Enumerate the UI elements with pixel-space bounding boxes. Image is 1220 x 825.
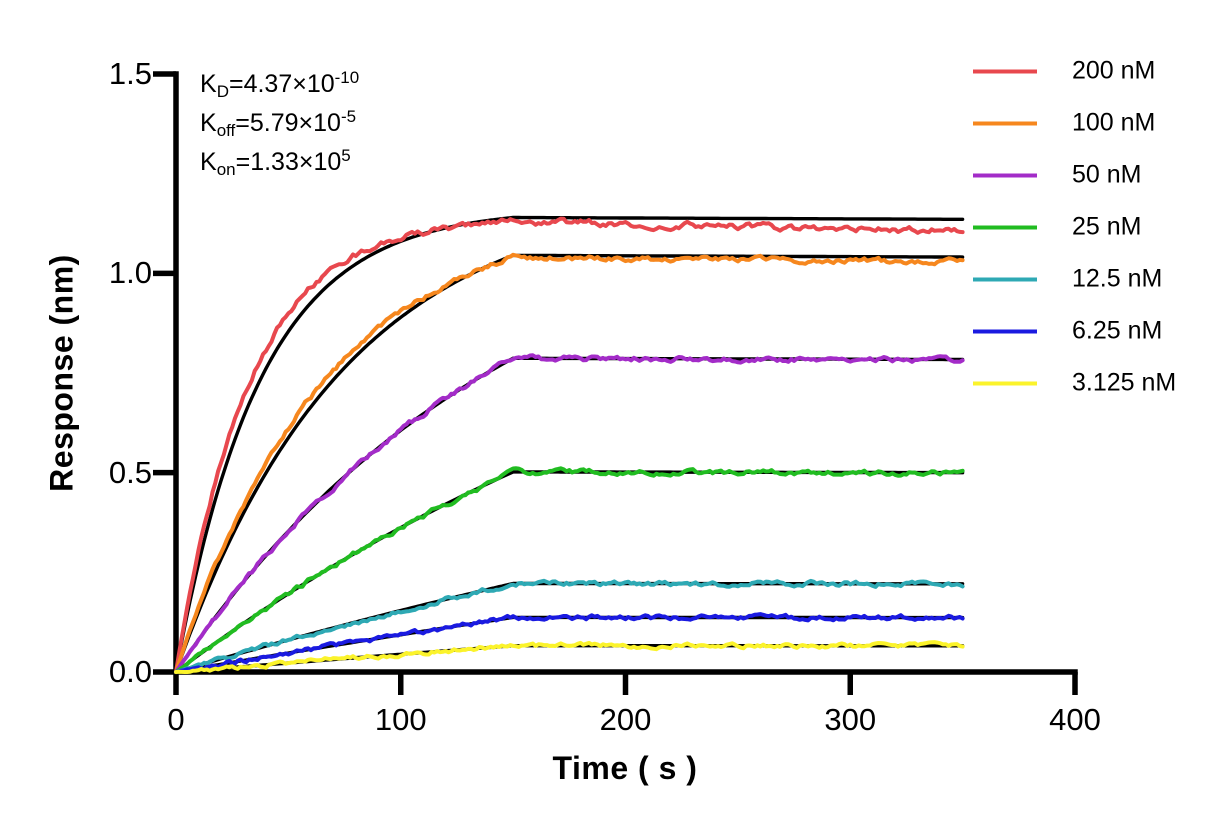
fit-line-3.125nM [174, 644, 965, 674]
x-tick-label: 400 [1049, 702, 1101, 737]
data-line-6.25nM [174, 612, 965, 674]
legend-label-100nM: 100 nM [1072, 108, 1156, 137]
x-axis-title: Time ( s ) [552, 750, 698, 786]
kinetics-text: off [216, 121, 236, 140]
x-tick-label: 0 [167, 702, 185, 737]
x-tick-label: 300 [824, 702, 877, 737]
legend-swatch-25nM [973, 225, 1037, 229]
kinetics-text: =4.37×10 [228, 70, 335, 98]
data-line-50nM [174, 353, 965, 674]
y-tick-label: 0.5 [108, 454, 152, 490]
kinetics-text: K [200, 148, 217, 176]
legend-item-6.25nM: 6.25 nM [973, 317, 1162, 346]
kinetics-text: K [200, 70, 217, 98]
data-line-3.125nM [174, 640, 965, 674]
legend-item-25nM: 25 nM [973, 213, 1141, 242]
legend-label-3.125nM: 3.125 nM [1072, 368, 1177, 397]
fit-line-12.5nM [174, 581, 965, 674]
y-tick-label: 1.5 [108, 56, 152, 91]
legend-label-6.25nM: 6.25 nM [1072, 316, 1163, 345]
legend-swatch-3.125nM [973, 381, 1037, 385]
fit-line-50nM [174, 356, 965, 674]
y-tick-label: 1.0 [108, 255, 152, 291]
kinetics-annotation-block: KD=4.37×10-10 Koff=5.79×10-5 Kon=1.33×105 [200, 66, 359, 183]
kinetics-text: =1.33×10 [235, 148, 342, 176]
legend-swatch-6.25nM [973, 329, 1037, 333]
kinetics-line-3: Kon=1.33×105 [200, 144, 359, 183]
kinetics-text: -5 [340, 107, 357, 126]
legend-item-12.5nM: 12.5 nM [973, 265, 1162, 294]
data-line-100nM [174, 252, 965, 674]
data-line-25nM [174, 466, 965, 674]
legend-swatch-100nM [973, 121, 1037, 125]
kinetics-text: =5.79×10 [235, 109, 341, 137]
legend-item-3.125nM: 3.125 nM [973, 369, 1176, 398]
legend-label-25nM: 25 nM [1072, 212, 1142, 241]
legend-item-100nM: 100 nM [973, 109, 1155, 138]
y-tick-label: 0.0 [108, 654, 152, 689]
legend-swatch-50nM [973, 173, 1037, 177]
kinetics-text: K [200, 109, 217, 137]
legend-swatch-12.5nM [973, 277, 1037, 281]
kinetics-text: 5 [341, 146, 351, 165]
kinetics-text: -10 [334, 68, 360, 87]
kinetics-text: D [216, 82, 229, 101]
legend-item-50nM: 50 nM [973, 161, 1141, 190]
x-tick-label: 100 [374, 702, 427, 737]
fit-line-200nM [174, 215, 965, 674]
fit-line-100nM [174, 253, 965, 674]
kinetics-line-2: Koff=5.79×10-5 [200, 105, 359, 144]
kinetics-line-1: KD=4.37×10-10 [200, 66, 359, 105]
fit-line-25nM [174, 470, 965, 674]
data-line-200nM [174, 216, 965, 674]
kinetics-text: on [216, 160, 236, 179]
legend-item-200nM: 200 nM [973, 57, 1155, 86]
legend-label-200nM: 200 nM [1072, 56, 1156, 85]
legend-label-12.5nM: 12.5 nM [1072, 264, 1163, 293]
x-tick-label: 200 [599, 702, 652, 737]
data-line-12.5nM [174, 578, 965, 674]
legend-label-50nM: 50 nM [1072, 160, 1142, 189]
legend-swatch-200nM [973, 69, 1037, 73]
